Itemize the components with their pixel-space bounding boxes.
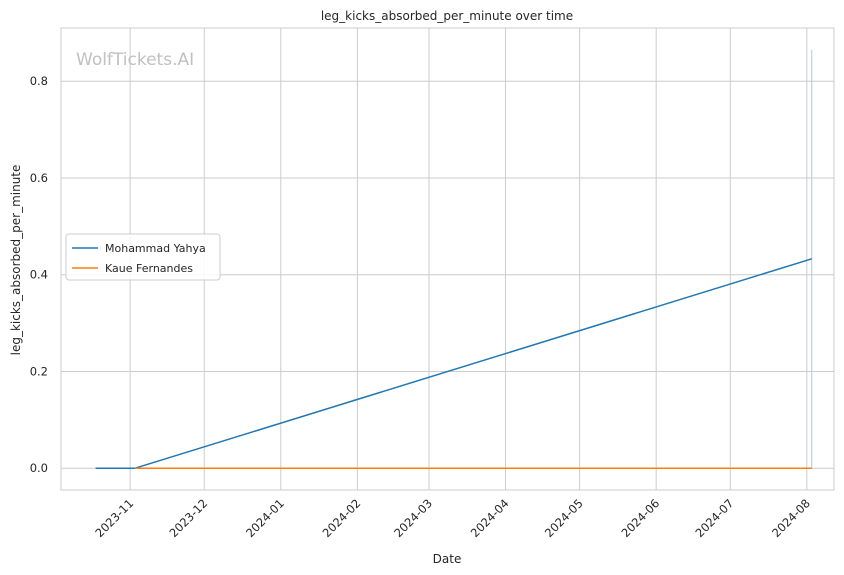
legend: Mohammad Yahya Kaue Fernandes xyxy=(65,233,221,281)
y-tick-label: 0.4 xyxy=(30,268,48,282)
y-tick-label: 0.6 xyxy=(30,171,48,185)
x-axis-title: Date xyxy=(433,552,462,566)
x-tick-label: 2024-03 xyxy=(391,496,435,540)
x-tick-label: 2024-07 xyxy=(693,496,737,540)
x-tick-label: 2024-05 xyxy=(542,496,586,540)
watermark: WolfTickets.AI xyxy=(76,50,194,70)
x-tick-labels: 2023-11 2023-12 2024-01 2024-02 2024-03 2024-… xyxy=(92,496,813,540)
x-gridlines xyxy=(129,28,808,490)
y-tick-label: 0.8 xyxy=(30,74,48,88)
series-layer xyxy=(95,49,813,469)
x-tick-label: 2024-04 xyxy=(468,496,512,540)
legend-box xyxy=(65,233,221,281)
legend-label-kaue-fernandes: Kaue Fernandes xyxy=(105,262,193,275)
x-tick-label: 2023-12 xyxy=(166,496,210,540)
x-tick-label: 2024-02 xyxy=(320,496,364,540)
legend-label-mohammad-yahya: Mohammad Yahya xyxy=(105,242,206,255)
y-tick-label: 0.2 xyxy=(30,364,48,378)
y-axis-title: leg_kicks_absorbed_per_minute xyxy=(9,165,23,356)
x-tick-label: 2024-06 xyxy=(618,496,662,540)
y-tick-label: 0.0 xyxy=(30,461,48,475)
x-tick-label: 2024-01 xyxy=(243,496,287,540)
chart-title: leg_kicks_absorbed_per_minute over time xyxy=(321,9,573,23)
y-tick-labels: 0.0 0.2 0.4 0.6 0.8 xyxy=(30,74,48,475)
x-tick-label: 2023-11 xyxy=(92,496,136,540)
x-tick-label: 2024-08 xyxy=(769,496,813,540)
